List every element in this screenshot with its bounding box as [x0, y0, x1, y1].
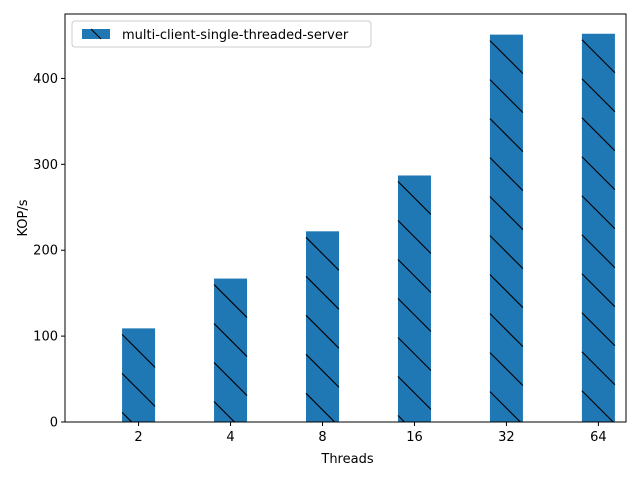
hatch-line: [489, 196, 524, 231]
bar-fill: [489, 34, 523, 422]
hatch-line: [489, 40, 524, 75]
x-tick-label: 32: [498, 430, 515, 445]
hatch-line: [489, 391, 521, 422]
hatch-line: [581, 234, 616, 269]
bar-hatch: [121, 333, 156, 422]
y-tick-label: 0: [50, 416, 58, 431]
hatch-line: [305, 236, 340, 271]
hatch-line: [397, 415, 405, 422]
bar-2: [121, 328, 156, 422]
x-axis: 2 4 8 16 32 64: [134, 422, 607, 445]
legend-label: multi-client-single-threaded-server: [122, 28, 349, 43]
x-tick-label: 16: [406, 430, 423, 445]
bar-series: [121, 33, 616, 422]
y-tick-label: 200: [33, 244, 58, 259]
bar-fill: [397, 175, 431, 422]
hatch-line: [121, 333, 156, 368]
bar-hatch: [305, 236, 340, 422]
hatch-line: [213, 284, 248, 318]
hatch-line: [397, 181, 432, 215]
hatch-line: [397, 298, 432, 332]
bar-hatch: [213, 284, 248, 422]
hatch-line: [489, 79, 524, 114]
hatch-line: [489, 118, 524, 153]
bar-16: [397, 175, 432, 422]
legend-swatch: [82, 28, 110, 40]
hatch-line: [121, 411, 133, 422]
hatch-line: [489, 235, 524, 270]
hatch-line: [213, 362, 248, 396]
hatch-line: [489, 274, 524, 309]
hatch-line: [489, 157, 524, 192]
y-tick-label: 100: [33, 330, 58, 345]
legend-frame: [71, 20, 372, 48]
hatch-line: [213, 323, 248, 357]
hatch-line: [397, 259, 432, 293]
plot-frame: [64, 13, 627, 423]
x-tick-label: 64: [590, 430, 607, 445]
hatch-line: [305, 314, 340, 349]
x-axis-label: Threads: [320, 452, 373, 467]
hatch-line: [581, 351, 616, 386]
hatch-line: [305, 353, 340, 388]
hatch-line: [305, 392, 336, 422]
y-axis-label: KOP/s: [16, 199, 31, 236]
bar-hatch: [581, 39, 616, 422]
bar-hatch: [397, 181, 432, 422]
hatch-line: [90, 28, 102, 40]
bar-fill: [306, 231, 340, 422]
x-tick-label: 8: [318, 430, 326, 445]
hatch-line: [581, 312, 616, 347]
bar-hatch: [489, 40, 524, 422]
hatch-line: [489, 352, 524, 387]
hatch-line: [121, 372, 156, 407]
hatch-line: [581, 156, 616, 191]
bar-fill: [214, 278, 248, 422]
bar-4: [213, 278, 248, 422]
hatch-line: [305, 275, 340, 310]
hatch-line: [489, 313, 524, 348]
x-tick-label: 4: [226, 430, 234, 445]
hatch-line: [213, 401, 235, 422]
hatch-line: [397, 220, 432, 254]
hatch-line: [581, 390, 614, 422]
y-tick-label: 400: [33, 72, 58, 87]
legend: multi-client-single-threaded-server: [71, 20, 372, 48]
bar-64: [581, 33, 616, 422]
hatch-line: [581, 39, 616, 74]
bar-fill: [581, 33, 615, 422]
hatch-line: [397, 376, 432, 410]
hatch-line: [581, 78, 616, 113]
hatch-line: [581, 117, 616, 152]
hatch-line: [581, 273, 616, 308]
bar-8: [305, 231, 340, 422]
bar-fill: [122, 328, 156, 422]
x-tick-label: 2: [134, 430, 142, 445]
y-tick-label: 300: [33, 158, 58, 173]
hatch-line: [581, 195, 616, 230]
hatch-line: [397, 337, 432, 371]
bar-32: [489, 34, 524, 422]
y-axis: 0 100 200 300 400: [33, 72, 65, 431]
